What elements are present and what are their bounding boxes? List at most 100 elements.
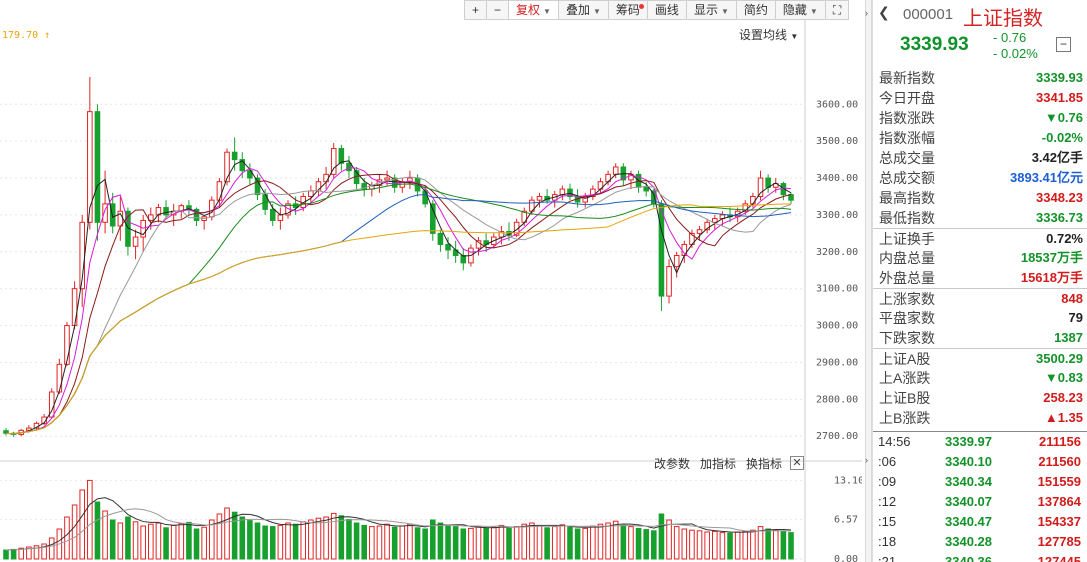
stat-row: 最低指数 3336.73 (873, 208, 1087, 228)
toolbar-button-label: 复权 (516, 3, 541, 17)
candle (216, 181, 223, 201)
candle (696, 229, 703, 234)
price-tick-label: 3100.00 (816, 284, 858, 295)
volume-bar (239, 516, 246, 560)
volume-bar (666, 519, 672, 560)
volume-bar (490, 526, 497, 560)
volume-bar (109, 519, 116, 560)
volume-bar (513, 526, 520, 560)
stat-value: 18537万手 (1020, 250, 1083, 265)
ma-line (5, 160, 792, 435)
volume-bar (628, 526, 634, 560)
close-indicator-icon[interactable]: ✕ (790, 456, 804, 470)
candle (56, 363, 63, 393)
tick-price: 3340.47 (945, 514, 992, 529)
volume-bar (330, 512, 337, 560)
candle (148, 214, 154, 221)
volume-bar (772, 529, 779, 560)
stat-row: 指数涨幅 -0.02% (873, 128, 1087, 148)
volume-bar (780, 530, 787, 560)
volume-bar (544, 527, 550, 560)
stat-row: 今日开盘 3341.85 (873, 88, 1087, 108)
price-change-pct: - 0.02% (993, 46, 1038, 61)
tick-row: :15 3340.47 154337 (873, 512, 1087, 532)
volume-bar (399, 525, 406, 560)
volume-bar (285, 522, 291, 560)
volume-bar (315, 517, 322, 560)
volume-tick-label: 0.00 (834, 554, 858, 562)
ma-settings-button[interactable]: 设置均线 ▼ (739, 26, 798, 43)
volume-bar (79, 489, 86, 560)
tick-volume: 137864 (1037, 494, 1081, 509)
kline-chart[interactable]: 2700.00 2800.00 2900.00 3000.00 3100.00 3200.… (0, 20, 862, 562)
candle (277, 214, 284, 221)
volume-bar (635, 527, 642, 560)
candle (612, 166, 619, 175)
volume-bar (475, 526, 482, 560)
price-tick-label: 2900.00 (816, 357, 858, 368)
toolbar-button-7[interactable]: 简约 (736, 0, 776, 20)
candle (407, 177, 413, 183)
edit-params-button[interactable]: 改参数 (654, 457, 691, 471)
volume-tick-label: 6.57 (834, 515, 858, 526)
toolbar-button-4[interactable]: 筹码 (608, 0, 648, 20)
minimize-icon[interactable]: − (1056, 37, 1071, 52)
price-tick-label: 3000.00 (816, 321, 858, 332)
volume-bar (506, 527, 512, 560)
chevron-down-icon: ▼ (592, 7, 601, 16)
volume-bar (612, 520, 619, 560)
volume-bar (757, 526, 764, 560)
stat-row: 上证换手 0.72% (873, 228, 1087, 248)
stat-label: 上A涨跌 (879, 370, 931, 386)
stat-label: 最低指数 (879, 210, 935, 226)
stat-row: 上B涨跌 ▲1.35 (873, 408, 1087, 428)
toolbar-button-0[interactable]: + (464, 0, 488, 20)
tick-time: 14:56 (878, 434, 911, 449)
candle (224, 151, 230, 183)
toolbar-button-label: 画线 (654, 3, 679, 17)
volume-bar (269, 526, 276, 560)
volume-bar (742, 530, 749, 560)
candle (140, 219, 146, 238)
toolbar-button-9[interactable]: ⛶ (825, 0, 850, 20)
volume-bar (247, 520, 253, 560)
tick-price: 3340.36 (945, 554, 992, 562)
candle (338, 148, 345, 164)
chevron-down-icon: ▼ (720, 7, 729, 16)
volume-bar (437, 522, 444, 560)
toolbar-button-3[interactable]: 叠加 ▼ (558, 0, 609, 20)
toolbar-button-6[interactable]: 显示 ▼ (686, 0, 737, 20)
stat-label: 最高指数 (879, 190, 935, 206)
toolbar-button-2[interactable]: 复权 ▼ (509, 0, 559, 20)
volume-bar (712, 530, 718, 560)
add-indicator-button[interactable]: 加指标 (700, 457, 737, 471)
stat-row: 总成交额 3893.41亿元 (873, 168, 1087, 188)
volume-bar (262, 525, 268, 560)
toolbar-button-1[interactable]: − (487, 0, 510, 20)
stat-value: 3336.73 (1036, 210, 1083, 225)
candle (239, 159, 246, 172)
candle (742, 203, 749, 212)
candle (346, 162, 352, 172)
stat-row: 平盘家数 79 (873, 308, 1087, 328)
tick-list[interactable]: 14:56 3339.97 211156:06 3340.10 211560:09 334… (873, 431, 1087, 562)
ma-line (5, 203, 792, 435)
toolbar-button-8[interactable]: 隐藏 ▼ (775, 0, 826, 20)
toolbar-button-label: 筹码 (615, 3, 640, 17)
panel-collapse-handle[interactable]: › › (865, 0, 872, 562)
volume-bar (689, 529, 695, 560)
quote-panel: ❮ 000001 上证指数 3339.93 - 0.76 - 0.02% − 最… (872, 0, 1087, 562)
stat-row: 上A涨跌 ▼0.83 (873, 368, 1087, 388)
switch-indicator-button[interactable]: 换指标 (746, 457, 783, 471)
volume-bar (407, 523, 413, 560)
tick-row: :12 3340.07 137864 (873, 492, 1087, 512)
volume-bar (582, 527, 589, 560)
volume-bar (254, 522, 261, 560)
candle (94, 111, 101, 223)
tick-volume: 211156 (1039, 434, 1081, 449)
volume-bar (308, 519, 314, 560)
stat-row: 指数涨跌 ▼0.76 (873, 108, 1087, 128)
stat-value: 0.72% (1046, 231, 1083, 246)
toolbar-button-5[interactable]: 画线 (647, 0, 687, 20)
back-icon[interactable]: ❮ (878, 4, 890, 20)
